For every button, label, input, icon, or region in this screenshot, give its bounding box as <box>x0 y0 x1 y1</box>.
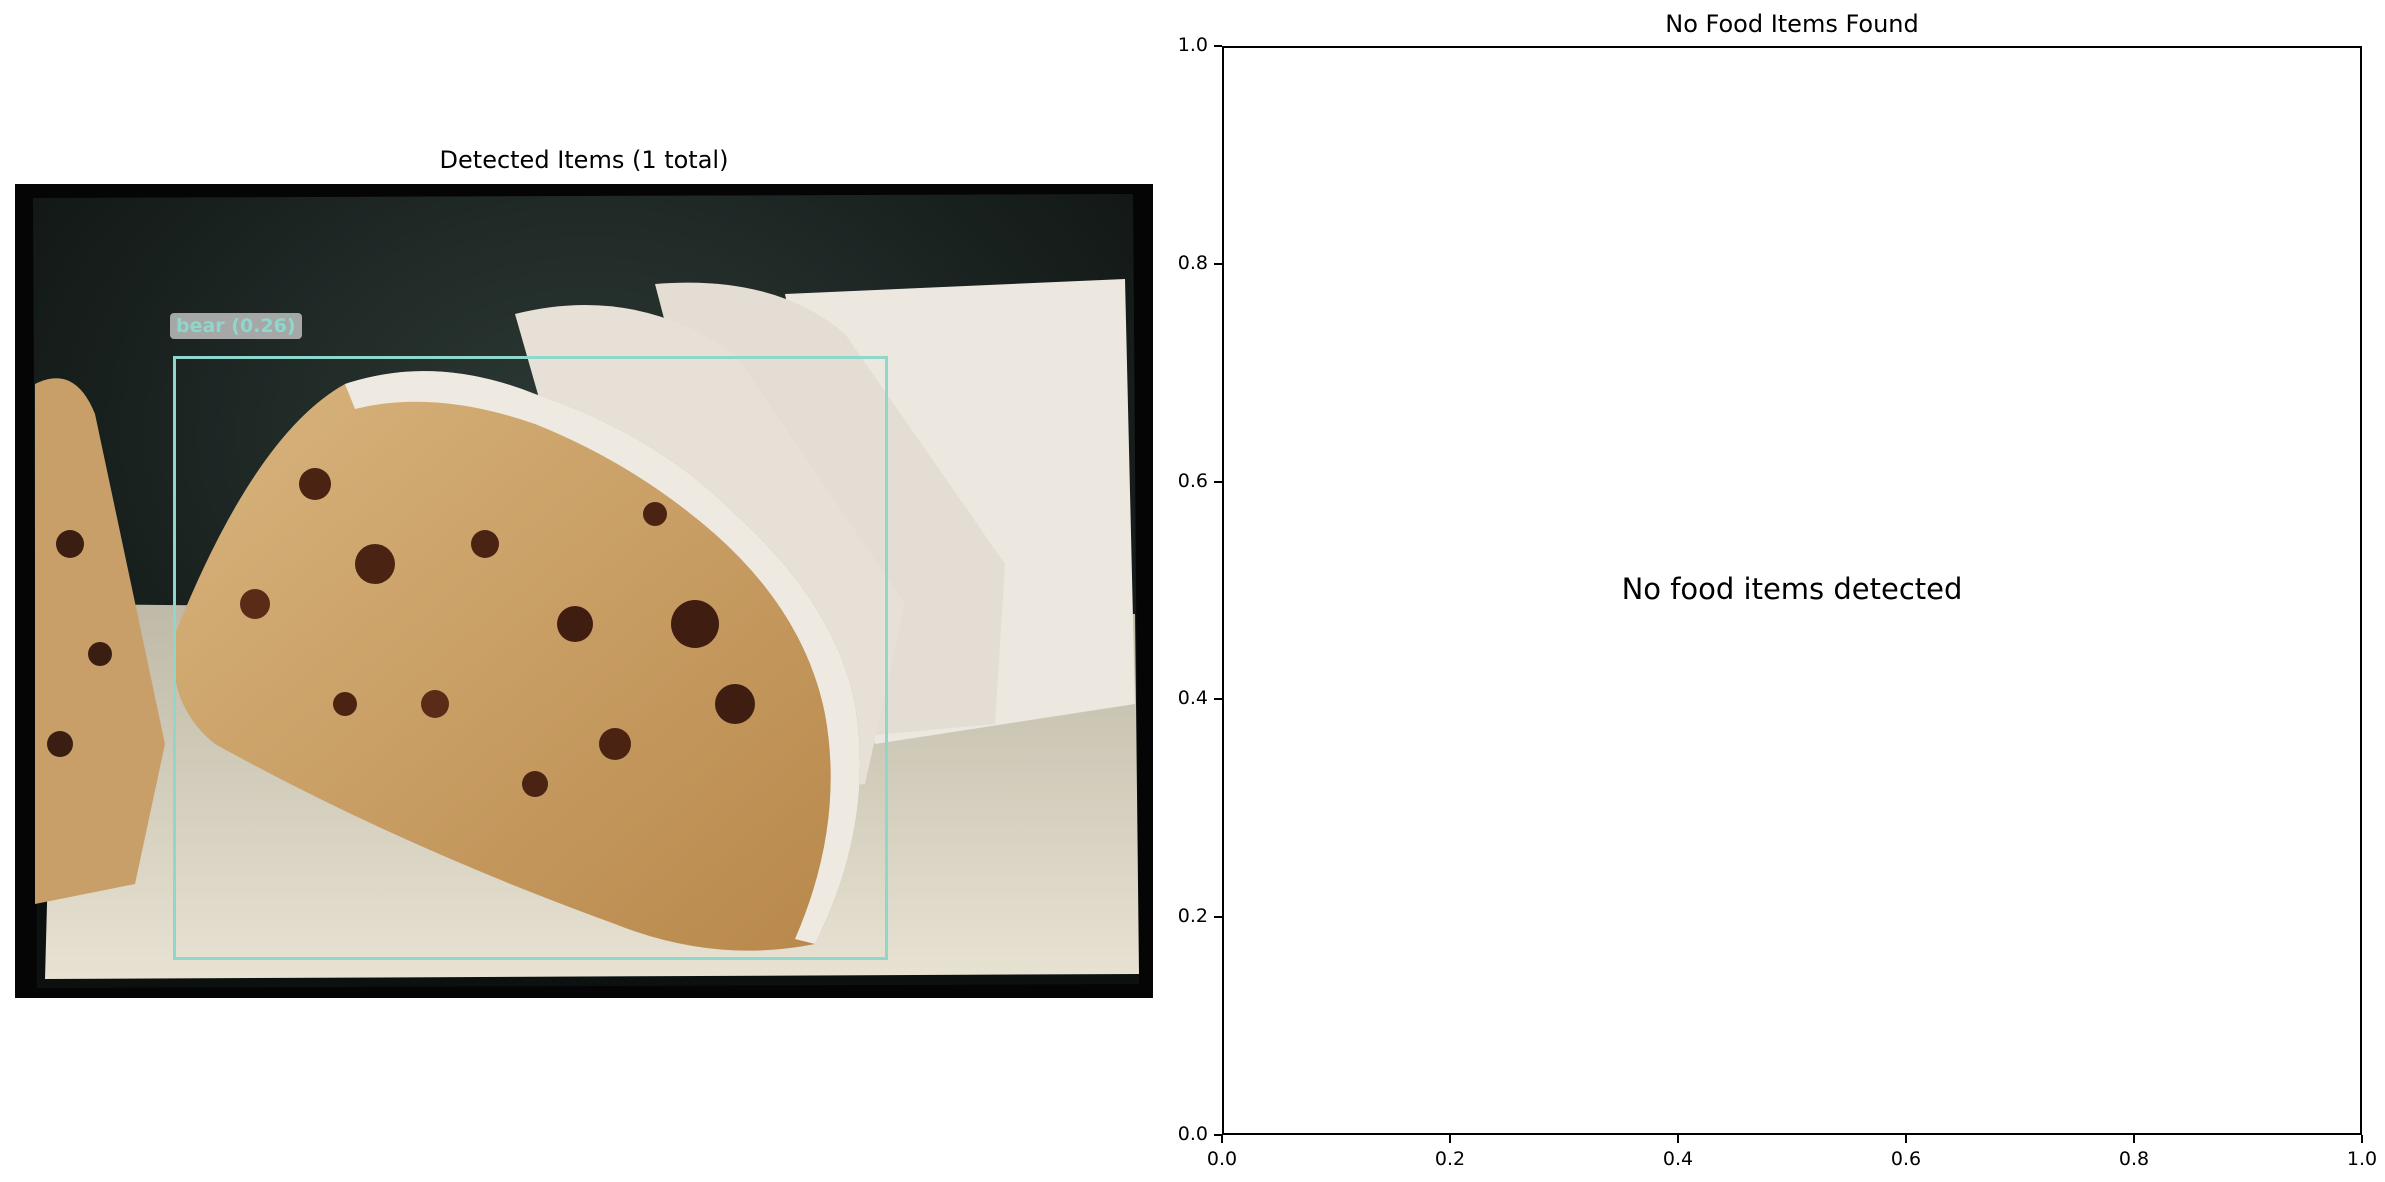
detection-label: bear (0.26) <box>170 313 302 339</box>
y-tick-mark <box>1214 45 1222 47</box>
y-tick-label: 0.0 <box>1177 1123 1208 1145</box>
empty-axes <box>1222 46 2362 1135</box>
x-tick-label: 1.0 <box>2346 1148 2378 1170</box>
no-items-message: No food items detected <box>1621 572 1963 606</box>
y-tick-mark <box>1214 916 1222 919</box>
x-tick-label: 0.0 <box>1206 1148 1238 1170</box>
x-tick-label: 0.8 <box>2118 1148 2150 1170</box>
y-tick-label: 0.4 <box>1177 687 1208 710</box>
x-tick-mark <box>1449 1135 1451 1143</box>
x-tick-mark <box>2133 1135 2135 1143</box>
y-tick-label: 1.0 <box>1177 34 1208 56</box>
x-tick-mark <box>1905 1135 1907 1143</box>
right-panel-title: No Food Items Found <box>1665 10 1919 38</box>
y-tick-label: 0.6 <box>1177 469 1208 492</box>
y-tick-mark <box>1214 262 1222 265</box>
y-tick-label: 0.8 <box>1177 251 1208 274</box>
x-tick-label: 0.4 <box>1662 1148 1694 1170</box>
x-tick-mark <box>2361 1135 2363 1143</box>
fruit-bread-photo-icon <box>33 194 1139 988</box>
y-tick-mark <box>1214 698 1222 701</box>
y-tick-label: 0.2 <box>1177 905 1208 928</box>
detection-bounding-box <box>173 356 888 960</box>
detection-image <box>15 184 1153 998</box>
x-tick-label: 0.2 <box>1434 1148 1466 1170</box>
x-tick-label: 0.6 <box>1890 1148 1922 1170</box>
y-tick-mark <box>1214 480 1222 483</box>
y-tick-mark <box>1214 1134 1222 1136</box>
x-tick-mark <box>1221 1135 1223 1143</box>
x-tick-mark <box>1677 1135 1679 1143</box>
left-panel-title: Detected Items (1 total) <box>439 146 729 174</box>
